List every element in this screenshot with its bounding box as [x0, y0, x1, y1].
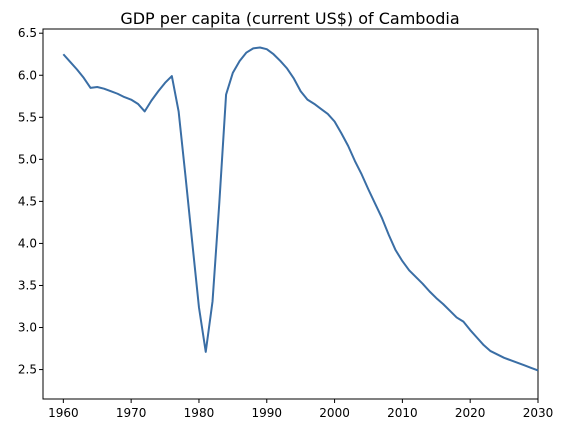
x-tick-label: 1990: [251, 406, 282, 420]
y-tick-label: 5.0: [18, 152, 37, 166]
y-tick-label: 4.5: [18, 194, 37, 208]
x-tick-label: 2000: [319, 406, 350, 420]
plot-area: [42, 28, 539, 400]
series-layer: [62, 46, 539, 372]
y-axis: 2.5 3.0 3.5 4.0 4.5 5.0 5.5 6.0 6.5: [18, 26, 43, 377]
x-tick-label: 2030: [523, 406, 554, 420]
y-tick-label: 2.5: [18, 363, 37, 377]
y-tick-label: 4.0: [18, 236, 37, 250]
x-tick-label: 1980: [184, 406, 215, 420]
x-tick-label: 2020: [455, 406, 486, 420]
chart-title: GDP per capita (current US$) of Cambodia: [120, 9, 459, 28]
x-tick-label: 2010: [387, 406, 418, 420]
x-tick-label: 1970: [116, 406, 147, 420]
y-tick-label: 5.5: [18, 110, 37, 124]
y-tick-label: 6.5: [18, 26, 37, 40]
x-axis: 1960 1970 1980 1990 2000 2010 2020 2030: [48, 399, 553, 420]
x-tick-label: 1960: [48, 406, 79, 420]
series-line-0: [62, 46, 539, 372]
y-tick-label: 3.0: [18, 321, 37, 335]
y-tick-label: 3.5: [18, 278, 37, 292]
y-tick-label: 6.0: [18, 68, 37, 82]
